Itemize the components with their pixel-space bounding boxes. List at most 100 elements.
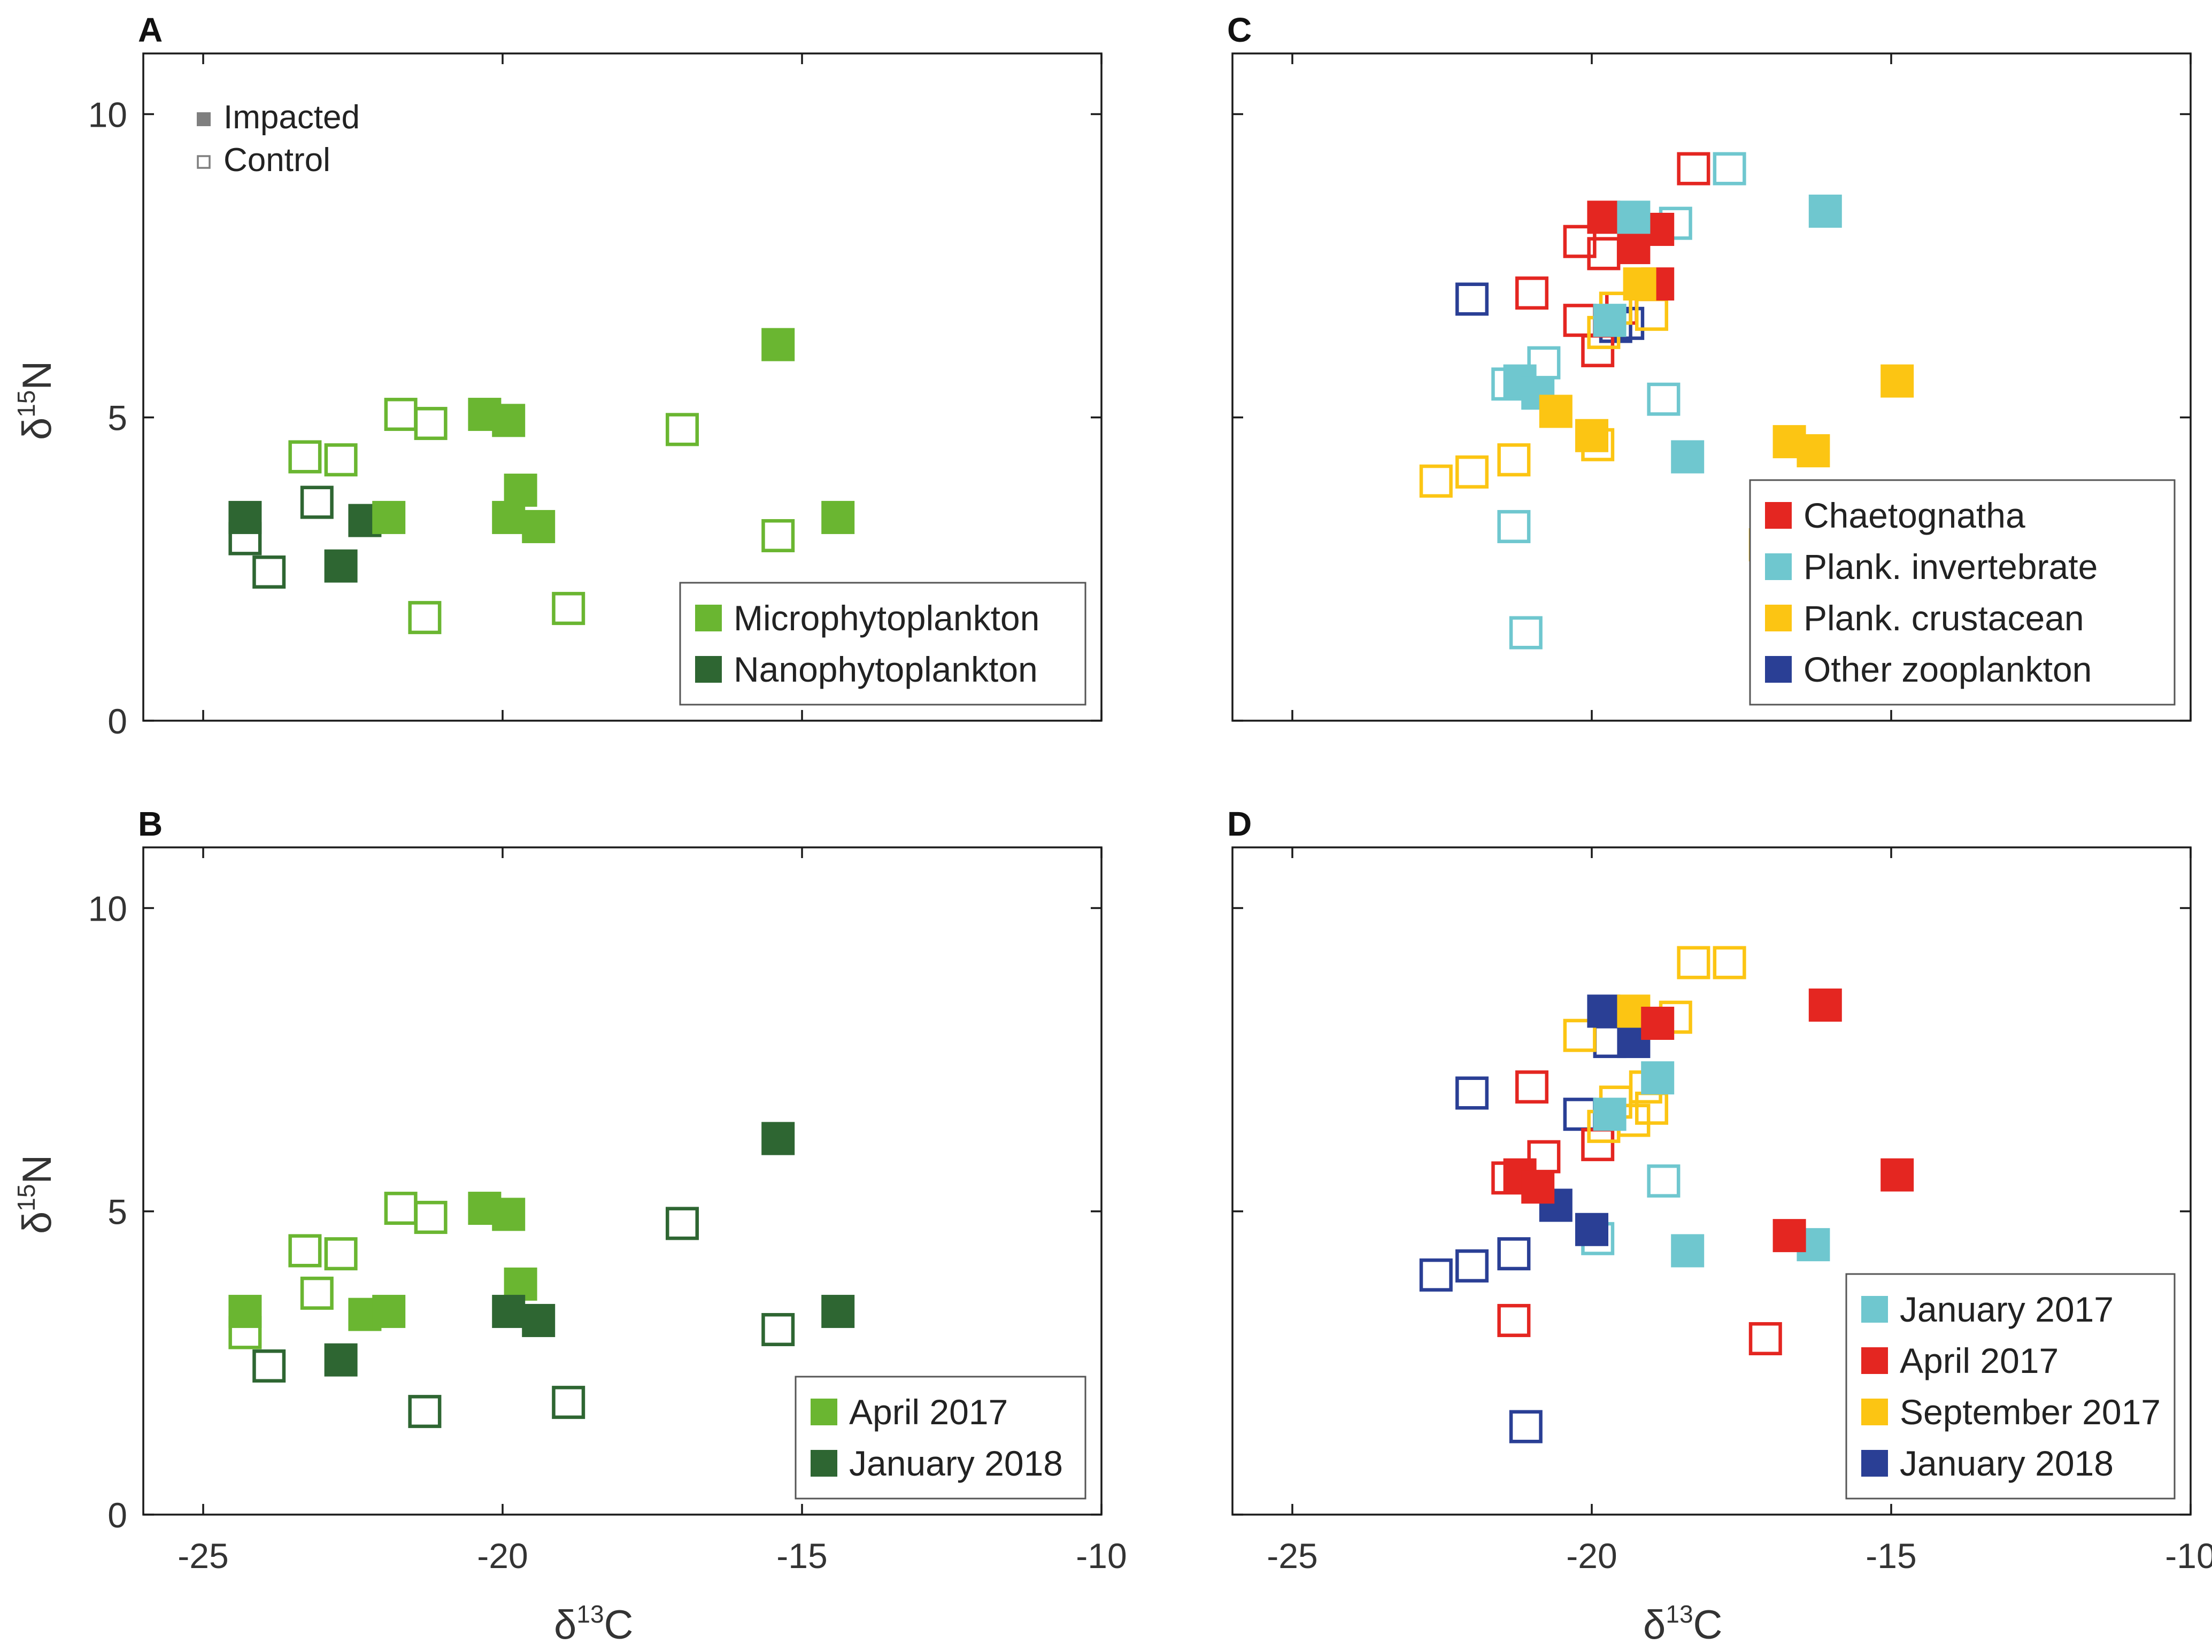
data-point-control (1563, 1018, 1597, 1052)
data-point-impacted (372, 1294, 406, 1328)
x-tick-label: -20 (477, 1536, 528, 1576)
legend-marker-filled (197, 112, 211, 126)
legend-swatch (1765, 656, 1792, 683)
data-point-impacted (821, 500, 855, 534)
data-point-control (1748, 1322, 1782, 1355)
panel-b: B -25 -20 -15 -10 0 5 10 δ15N δ13C April 2017 Janua… (12, 805, 1127, 1648)
data-point-control (1455, 282, 1489, 316)
x-tick-label: -10 (1076, 1536, 1127, 1576)
legend-swatch (1861, 1347, 1888, 1374)
legend-marker-hollow (197, 155, 211, 169)
data-point-control (1515, 276, 1548, 310)
legend-box: January 2017 April 2017 September 2017 Janu… (1845, 1273, 2176, 1500)
legend-marker-label: Control (223, 142, 330, 179)
data-point-control (1509, 1410, 1543, 1443)
data-point-impacted (761, 328, 795, 361)
legend-frame (1749, 479, 2176, 706)
data-point-control (1455, 1076, 1489, 1110)
legend-label: Other zooplankton (1803, 650, 2092, 689)
legend-frame (795, 1376, 1086, 1500)
legend-label: Nanophytoplankton (734, 650, 1038, 689)
y-tick-label: 10 (88, 95, 127, 134)
x-axis-label: δ13C (1643, 1600, 1722, 1648)
data-point-control (1563, 225, 1597, 258)
legend-swatch (1765, 502, 1792, 529)
data-point-control (1455, 455, 1489, 489)
legend-label: Chaetognatha (1803, 496, 2025, 535)
data-point-impacted (1797, 434, 1830, 468)
data-point-impacted (228, 500, 262, 534)
data-point-control (300, 485, 334, 519)
panel-label: C (1227, 11, 1252, 49)
data-point-control (288, 440, 322, 474)
legend-swatch (1765, 605, 1792, 631)
data-point-control (1455, 1249, 1489, 1283)
data-point-impacted (1671, 440, 1705, 474)
legend-box: April 2017 January 2018 (795, 1376, 1086, 1500)
y-axis-label: δ15N (12, 361, 60, 440)
legend-swatch (811, 1399, 837, 1425)
data-point-control (384, 1192, 418, 1225)
x-tick-label: -25 (178, 1536, 228, 1576)
legend-frame (1845, 1273, 2176, 1500)
axes-frame (142, 52, 1103, 722)
data-point-impacted (522, 1303, 556, 1337)
legend-swatch (695, 605, 722, 631)
data-point-control (414, 1201, 448, 1234)
data-point-impacted (1575, 1213, 1608, 1246)
legend-swatch (1765, 553, 1792, 580)
data-point-control (1713, 152, 1746, 186)
data-point-control (1497, 443, 1531, 477)
panel-label: A (138, 11, 163, 49)
data-point-control (408, 1395, 442, 1429)
y-tick-label: 10 (88, 889, 127, 928)
data-point-control (666, 1207, 699, 1240)
legend-label: April 2017 (1900, 1341, 2059, 1380)
data-point-impacted (1575, 419, 1608, 452)
y-tick-label: 5 (107, 1192, 127, 1232)
data-point-control (408, 601, 442, 635)
data-point-control (324, 443, 358, 477)
legend-label: January 2018 (849, 1443, 1063, 1483)
data-point-control (1677, 946, 1710, 979)
data-point-impacted (324, 1343, 358, 1377)
data-point-impacted (1641, 1061, 1675, 1095)
axes-frame (1231, 52, 2192, 722)
data-point-impacted (372, 500, 406, 534)
axes-frame (142, 846, 1103, 1516)
x-axis-label: δ13C (554, 1600, 633, 1648)
data-point-impacted (1539, 395, 1573, 428)
data-point-control (1647, 382, 1681, 416)
legend-swatch (1861, 1450, 1888, 1477)
legend-swatch (811, 1450, 837, 1477)
data-point-control (1419, 1258, 1453, 1292)
data-point-impacted (1587, 200, 1621, 234)
data-point-control (1713, 946, 1746, 979)
data-point-impacted (1808, 988, 1842, 1022)
data-point-impacted (1593, 1098, 1627, 1131)
data-point-control (252, 1349, 286, 1383)
legend-box: Chaetognatha Plank. invertebrate Plank. cr… (1749, 479, 2176, 706)
data-point-impacted (821, 1294, 855, 1328)
data-point-impacted (1772, 1219, 1806, 1253)
data-point-impacted (492, 500, 526, 534)
panel-label: D (1227, 805, 1252, 843)
data-point-control (552, 1386, 585, 1419)
data-point-impacted (1641, 1007, 1675, 1040)
legend-marker-label: Impacted (223, 99, 360, 136)
panel-c: C Chaetognatha Plank. invertebrate Plank. c… (1227, 11, 2192, 722)
data-point-control (552, 592, 585, 626)
data-point-impacted (1880, 1158, 1914, 1192)
data-point-control (1419, 464, 1453, 498)
x-tick-label: -15 (1866, 1536, 1916, 1576)
data-point-control (324, 1237, 358, 1271)
data-point-control (1497, 510, 1531, 543)
x-tick-label: -25 (1267, 1536, 1317, 1576)
legend-frame (679, 582, 1086, 706)
data-point-impacted (1617, 200, 1651, 234)
data-point-control (252, 555, 286, 589)
data-point-impacted (522, 510, 556, 543)
legend-label: Plank. crustacean (1803, 598, 2084, 638)
data-point-impacted (492, 1198, 526, 1231)
